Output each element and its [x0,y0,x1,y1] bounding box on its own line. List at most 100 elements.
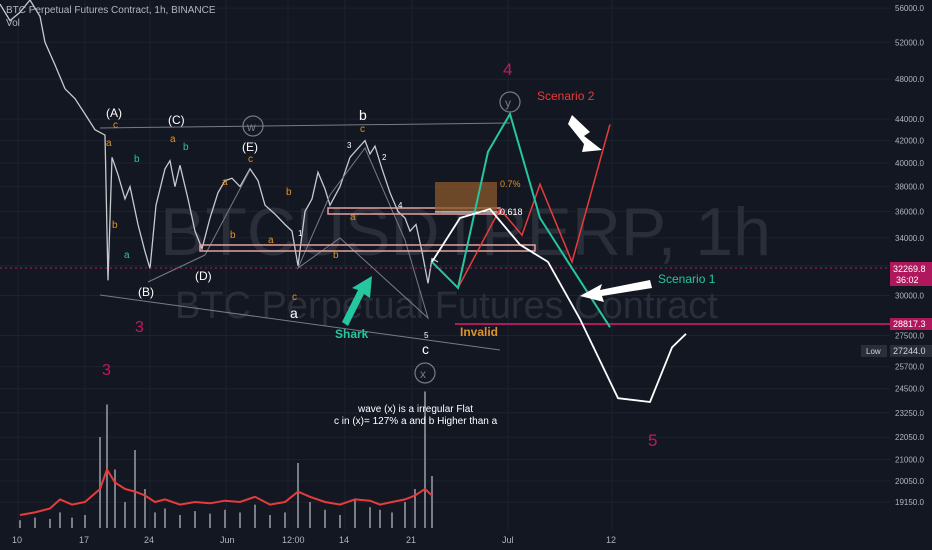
chart-title: BTC Perpetual Futures Contract, 1h, BINA… [6,5,216,16]
wave-x-label: x [420,367,426,381]
x-tick-label: Jun [220,535,235,545]
big-3-label-2: 3 [102,362,111,379]
fib-label-0618: 0.618 [500,207,523,217]
grid [0,0,890,530]
y-tick-label: 25700.0 [895,363,924,372]
wave-E-label: (E) [242,140,258,154]
volume-bar [324,509,326,528]
volume-bar [424,391,426,528]
impulse-3-label: 3 [347,141,352,150]
drawings [0,122,890,351]
y-tick-label: 30000.0 [895,291,924,300]
watermark-line2: BTC Perpetual Futures Contract [175,285,718,327]
wave-A-label: (A) [106,106,122,120]
volume-bar [269,515,271,528]
shark-text: Shark [335,327,369,341]
wave-w-label: w [246,120,256,134]
scenario1-text: Scenario 1 [658,272,716,286]
y-tick-label: 52000.0 [895,38,924,47]
x-tick-label: 10 [12,535,22,545]
orange-c2-label: c [248,154,253,165]
x-tick-label: 24 [144,535,154,545]
y-tick-label: 21000.0 [895,456,924,465]
volume-bar [106,404,108,528]
volume-bar [59,512,61,528]
y-tick-label: 24500.0 [895,385,924,394]
volume-bar [239,512,241,528]
orange-b3-label: b [230,230,236,241]
invalid-price-value: 28817.3 [893,319,926,329]
volume-bar [224,509,226,528]
wave-b-label: b [359,107,367,123]
volume-bar [431,476,433,528]
wave-y-label: y [505,96,511,110]
volume-bar [309,502,311,528]
orange-b4-label: b [286,187,292,198]
wave-c-label: c [422,341,429,357]
shark-pattern [296,147,429,320]
fib-box [435,182,497,212]
volume-bar [144,489,146,528]
volume-bar [297,463,299,528]
big-3-label: 3 [135,319,144,336]
low-label: Low [866,347,881,356]
x-tick-label: 14 [339,535,349,545]
low-price-value: 27244.0 [893,346,926,356]
time-axis[interactable]: 10 17 24 Jun 12:00 14 21 Jul 12 [12,535,616,545]
fib-label-07: 0.7% [500,179,521,189]
impulse-5-label: 5 [424,331,429,340]
note-line1: wave (x) is a irregular Flat [357,404,473,415]
y-tick-label: 48000.0 [895,75,924,84]
y-tick-label: 20050.0 [895,477,924,486]
volume-bars [19,391,433,528]
y-tick-label: 22050.0 [895,433,924,442]
volume-bar [34,517,36,528]
x-tick-label: 17 [79,535,89,545]
orange-c5-label: c [360,124,365,135]
volume-bar [379,509,381,528]
wave-labels: 3 3 4 5 (A) (B) (C) (D) (E) w y x a b c … [102,60,657,450]
y-tick-label: 36000.0 [895,208,924,217]
zone-box-lower [199,244,536,252]
current-price-countdown: 36:02 [896,275,919,285]
orange-a3-label: a [222,177,228,188]
current-price-tag [890,262,932,286]
candle-series [0,0,439,284]
x-tick-label: Jul [502,535,514,545]
big-5-label: 5 [648,431,657,450]
green-b-label: b [134,154,140,165]
x-tick-label: 12 [606,535,616,545]
watermark: BTCUSDTPERP, 1h BTC Perpetual Futures Co… [160,194,771,327]
arrows [342,115,652,326]
volume-bar [134,450,136,528]
y-tick-label: 40000.0 [895,159,924,168]
volume-bar [354,499,356,528]
volume-bar [339,515,341,528]
scenario2-arrow-icon [568,115,602,152]
volume-bar [71,517,73,528]
scenario1-path [431,111,611,328]
price-line [0,0,439,284]
impulse-2-label: 2 [382,153,387,162]
orange-b5-label: b [333,250,339,261]
volume-bar [391,512,393,528]
volume-bar [414,489,416,528]
orange-c4-label: c [292,292,297,303]
volume-bar [404,502,406,528]
low-price-tag [890,345,932,357]
wave-C-label: (C) [168,113,185,127]
wave-B-label: (B) [138,285,154,299]
price-tags: 32269.8 36:02 28817.3 Low 27244.0 [861,262,932,357]
y-tick-label: 42000.0 [895,137,924,146]
x-tick-label: 21 [406,535,416,545]
wave-D-label: (D) [195,269,212,283]
note-line2: c in (x)= 127% a and b Higher than a [334,416,498,427]
shark-arrow-icon [342,276,372,326]
orange-a4-label: a [268,235,274,246]
current-price-value: 32269.8 [893,264,926,274]
volume-bar [49,518,51,528]
wave-a-label: a [290,305,298,321]
lower-channel-line [99,294,501,351]
